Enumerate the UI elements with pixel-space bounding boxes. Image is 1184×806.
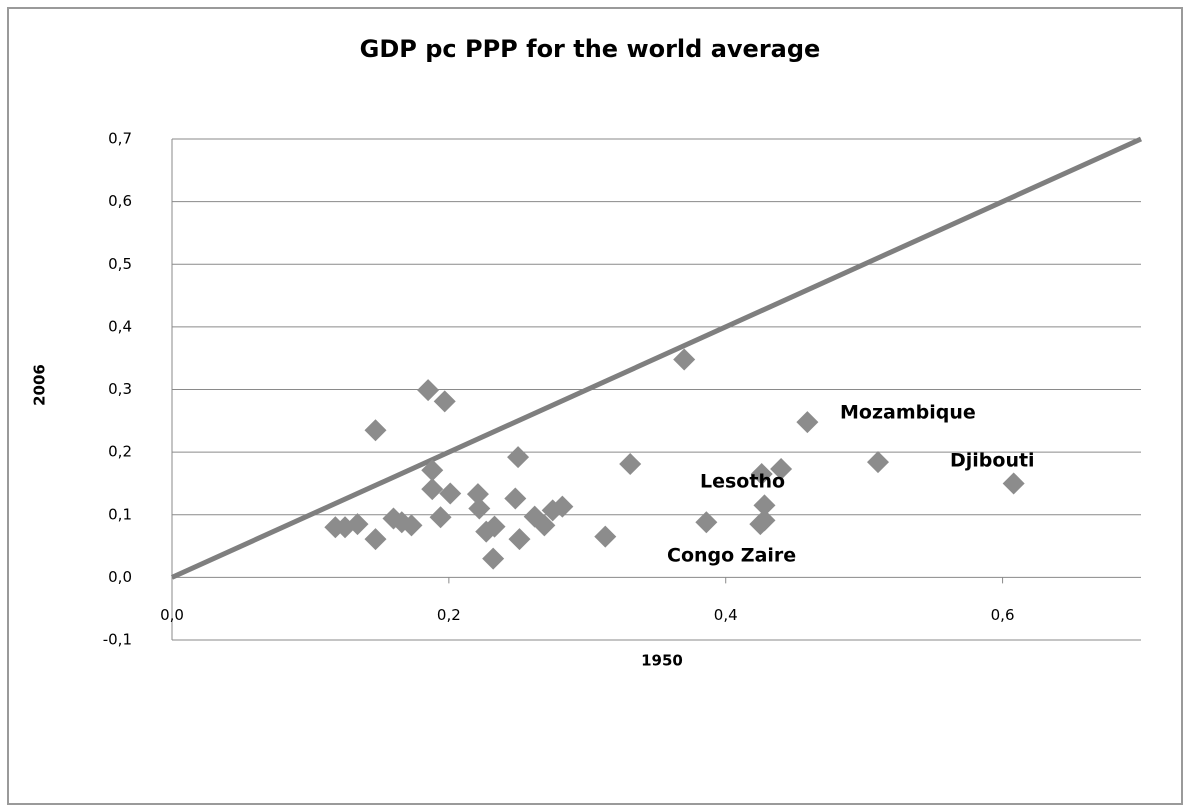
- chart-title: GDP pc PPP for the world average: [360, 35, 821, 63]
- annotation: Mozambique: [840, 402, 976, 424]
- point: [417, 379, 440, 402]
- point: [770, 458, 793, 481]
- point: [364, 528, 387, 551]
- y-tick-label: 0,4: [108, 317, 132, 335]
- annotation: Lesotho: [700, 471, 785, 493]
- x-tick-label: 0,6: [991, 606, 1015, 624]
- point: [1002, 472, 1025, 495]
- y-tick-label: 0,1: [108, 505, 132, 523]
- annotation: Congo Zaire: [667, 545, 796, 567]
- point: [468, 497, 491, 520]
- y-tick-label: -0,1: [103, 631, 132, 649]
- reference-line: [170, 136, 1143, 580]
- point: [429, 506, 452, 529]
- x-axis-label: 1950: [641, 652, 683, 670]
- y-tick-label: 0,7: [108, 130, 132, 148]
- point: [508, 528, 531, 551]
- point: [433, 390, 456, 413]
- point: [619, 453, 642, 476]
- point: [750, 463, 773, 486]
- y-axis-label: 2006: [31, 364, 49, 406]
- point: [482, 547, 505, 570]
- point: [673, 348, 696, 371]
- y-tick-label: 0,2: [108, 443, 132, 461]
- point: [483, 515, 506, 538]
- point: [507, 446, 530, 469]
- point: [421, 478, 444, 501]
- point: [796, 411, 819, 434]
- annotation: Djibouti: [950, 450, 1035, 472]
- point: [346, 513, 369, 536]
- point: [439, 482, 462, 505]
- point: [466, 483, 489, 506]
- point: [695, 511, 718, 534]
- point: [504, 487, 527, 510]
- y-tick-label: 0,5: [108, 255, 132, 273]
- point: [421, 459, 444, 482]
- point: [400, 514, 423, 537]
- point: [533, 514, 556, 537]
- x-tick-label: 0,0: [160, 606, 184, 624]
- point: [594, 525, 617, 548]
- point: [551, 495, 574, 518]
- point: [753, 494, 776, 517]
- x-tick-label: 0,4: [714, 606, 738, 624]
- point: [364, 419, 387, 442]
- y-tick-label: 0,6: [108, 192, 132, 210]
- x-tick-label: 0,2: [437, 606, 461, 624]
- chart-frame: [7, 7, 1183, 805]
- y-tick-label: 0,0: [108, 568, 132, 586]
- y-tick-label: 0,3: [108, 380, 132, 398]
- point: [866, 451, 889, 474]
- point: [749, 513, 772, 536]
